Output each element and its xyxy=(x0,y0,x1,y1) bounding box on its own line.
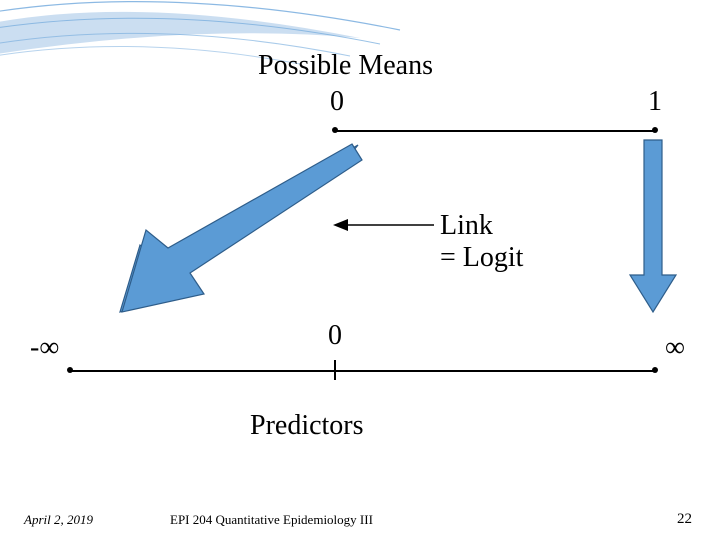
slide-content: Possible Means 0 1 Link = Logit 0 -∞ ∞ P… xyxy=(0,0,720,540)
upper-line-left-dot xyxy=(332,127,338,133)
link-label: Link = Logit xyxy=(440,210,523,274)
upper-right-label: 1 xyxy=(648,86,662,118)
link-label-line1: Link xyxy=(440,210,493,241)
lower-line-right-dot xyxy=(652,367,658,373)
neg-infinity-label: -∞ xyxy=(30,332,59,364)
footer-center: EPI 204 Quantitative Epidemiology III xyxy=(0,512,720,528)
upper-left-label: 0 xyxy=(330,86,344,118)
lower-zero-tick xyxy=(334,360,336,380)
predictors-label: Predictors xyxy=(250,410,364,442)
upper-line-right-dot xyxy=(652,127,658,133)
pos-infinity-label: ∞ xyxy=(665,332,685,364)
slide-title: Possible Means xyxy=(258,50,433,82)
lower-line-left-dot xyxy=(67,367,73,373)
lower-number-line xyxy=(70,370,655,372)
upper-number-line xyxy=(335,130,655,132)
lower-zero-label: 0 xyxy=(328,320,342,352)
link-label-line2: = Logit xyxy=(440,242,523,273)
footer-page-number: 22 xyxy=(677,511,692,528)
